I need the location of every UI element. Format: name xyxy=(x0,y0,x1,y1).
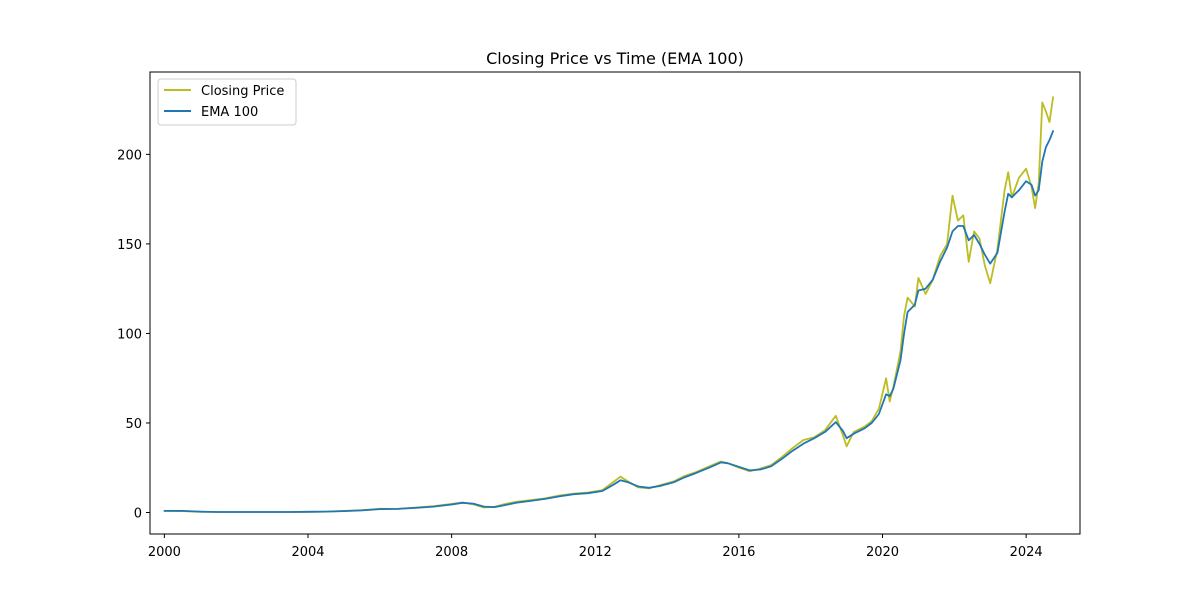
x-tick-label: 2012 xyxy=(579,545,612,560)
series-line-1 xyxy=(163,130,1054,513)
x-tick-label: 2000 xyxy=(148,545,181,560)
y-tick-label: 100 xyxy=(117,327,142,342)
x-tick-label: 2016 xyxy=(722,545,755,560)
plot-marks xyxy=(163,96,1054,513)
y-tick-label: 200 xyxy=(117,148,142,163)
x-tick-label: 2008 xyxy=(435,545,468,560)
y-tick-label: 0 xyxy=(134,507,142,522)
plot-frame xyxy=(149,71,1081,535)
x-tick-label: 2020 xyxy=(866,545,899,560)
legend-box xyxy=(157,78,297,126)
axes: 2000 2004 2008 2012 2016 2020 2024 0 50 100 150 200 xyxy=(117,148,1043,560)
legend-label-0: Closing Price xyxy=(201,84,284,99)
y-tick-label: 150 xyxy=(117,238,142,253)
x-tick-label: 2024 xyxy=(1010,545,1043,560)
legend-label-1: EMA 100 xyxy=(201,105,258,120)
legend[interactable]: Closing Price EMA 100 xyxy=(157,78,297,126)
y-tick-label: 50 xyxy=(125,417,142,432)
x-tick-label: 2004 xyxy=(291,545,324,560)
chart-title: Closing Price vs Time (EMA 100) xyxy=(486,49,744,68)
